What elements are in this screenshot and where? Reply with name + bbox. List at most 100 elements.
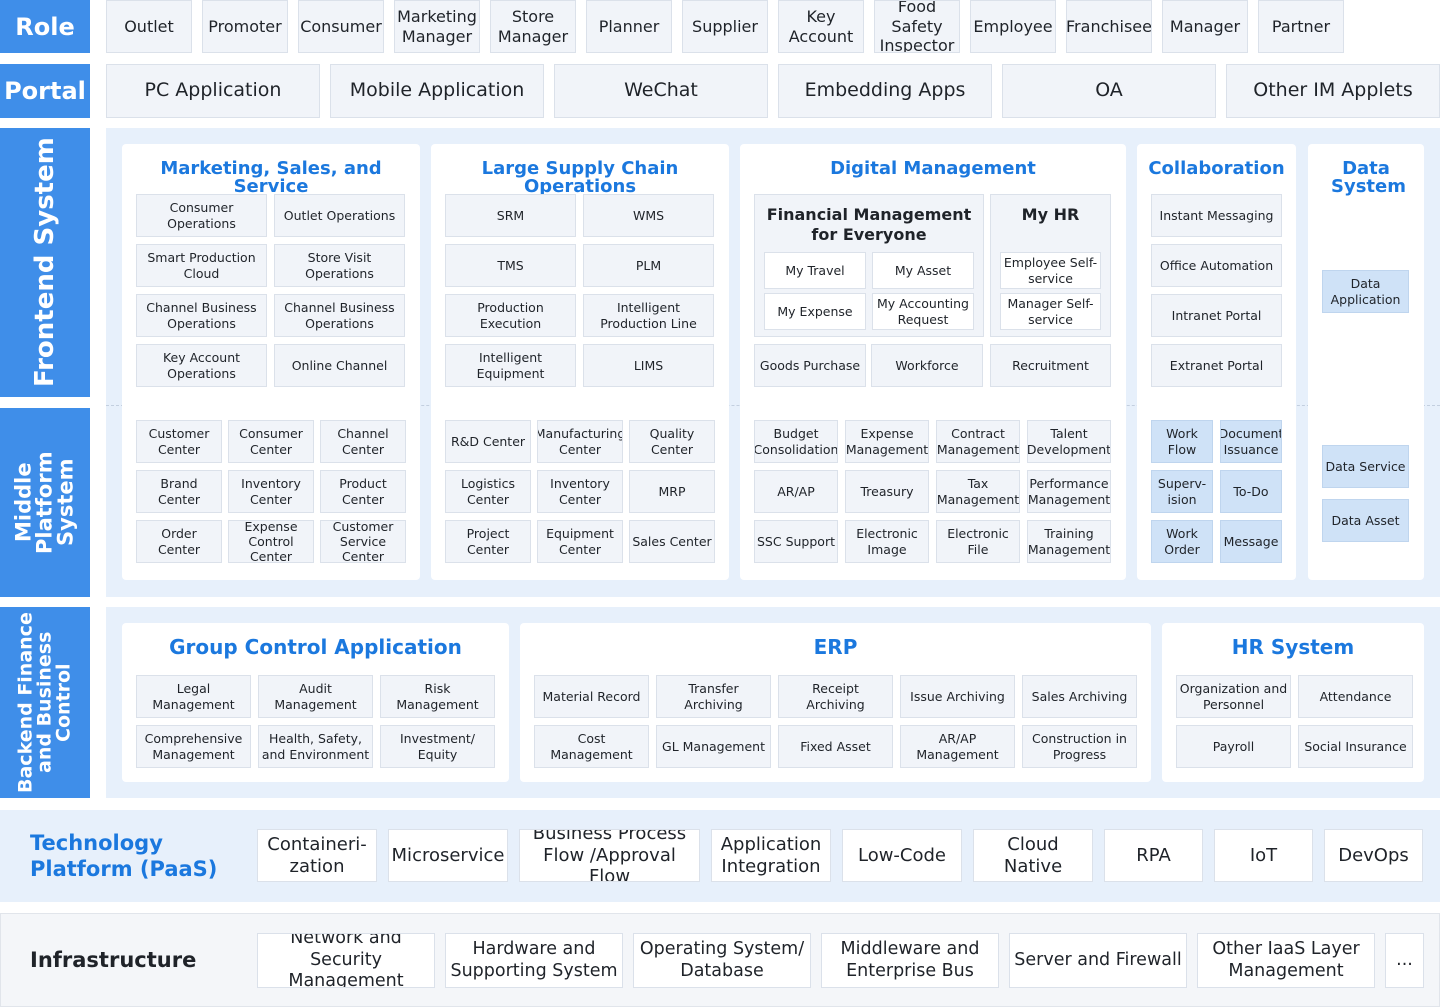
module-box: Workforce: [871, 344, 983, 387]
infra-box: Operating System/ Database: [633, 933, 811, 988]
role-box: Promoter: [202, 0, 288, 53]
tech-box: IoT: [1214, 829, 1313, 882]
module-box: Electronic File: [936, 520, 1020, 563]
module-box: To-Do: [1220, 470, 1282, 513]
tech-box: DevOps: [1324, 829, 1423, 882]
module-box: Product Center: [320, 470, 406, 513]
role-box: Employee: [970, 0, 1056, 53]
module-box: My Travel: [764, 252, 866, 289]
module-box: Outlet Operations: [274, 194, 405, 237]
tech-box: Application Integration: [711, 829, 831, 882]
module-box: Issue Archiving: [900, 675, 1015, 718]
module-box: Performance Management: [1027, 470, 1111, 513]
module-box: Customer Center: [136, 420, 222, 463]
module-box: AR/AP: [754, 470, 838, 513]
module-box: Electronic Image: [845, 520, 929, 563]
module-box: Channel Business Operations: [136, 294, 267, 337]
infra-box: ...: [1385, 933, 1424, 988]
module-box: My Asset: [872, 252, 974, 289]
module-box: Order Center: [136, 520, 222, 563]
module-box: Project Center: [445, 520, 531, 563]
module-box: Organization and Personnel: [1176, 675, 1291, 718]
module-box: Manager Self-service: [1000, 293, 1101, 330]
role-box: Outlet: [106, 0, 192, 53]
role-box: Planner: [586, 0, 672, 53]
row-title: Infrastructure: [30, 948, 197, 972]
module-box: Attendance: [1298, 675, 1413, 718]
module-box: Quality Center: [629, 420, 715, 463]
layer-label: Backend Finance and Business Control: [0, 607, 90, 798]
panel-title: Large Supply Chain Operations: [481, 158, 679, 197]
tech-box: Cloud Native: [973, 829, 1093, 882]
module-box: Consumer Operations: [136, 194, 267, 237]
module-box: Material Record: [534, 675, 649, 718]
module-box: Talent Development: [1027, 420, 1111, 463]
module-box: MRP: [629, 470, 715, 513]
module-box: Work Order: [1151, 520, 1213, 563]
module-box: My Accounting Request: [872, 293, 974, 330]
module-box: Recruitment: [990, 344, 1111, 387]
module-box: Data Asset: [1322, 499, 1409, 542]
module-box: TMS: [445, 244, 576, 287]
module-box: Training Management: [1027, 520, 1111, 563]
row-label: Role: [0, 0, 90, 53]
module-box: Customer Service Center: [320, 520, 406, 563]
module-box: Tax Management: [936, 470, 1020, 513]
module-box: Employee Self-service: [1000, 252, 1101, 289]
module-box: Equipment Center: [537, 520, 623, 563]
portal-box: Embedding Apps: [778, 64, 992, 118]
module-box: Receipt Archiving: [778, 675, 893, 718]
module-box: My Expense: [764, 293, 866, 330]
module-box: Legal Management: [136, 675, 251, 718]
role-box: Marketing Manager: [394, 0, 480, 53]
infra-box: Other IaaS Layer Management: [1197, 933, 1375, 988]
module-box: Document Issuance: [1220, 420, 1282, 463]
module-box: Data Application: [1322, 270, 1409, 313]
module-box: Investment/ Equity: [380, 725, 495, 768]
module-box: Goods Purchase: [754, 344, 866, 387]
module-box: Work Flow: [1151, 420, 1213, 463]
module-box: SSC Support: [754, 520, 838, 563]
module-box: Social Insurance: [1298, 725, 1413, 768]
sub-panel-title: My HR: [1021, 205, 1080, 224]
role-box: Key Account: [778, 0, 864, 53]
module-box: Intelligent Production Line: [583, 294, 714, 337]
module-box: Sales Center: [629, 520, 715, 563]
sub-panel-title: Financial Management for Everyone: [766, 205, 972, 244]
module-box: Logistics Center: [445, 470, 531, 513]
module-box: Inventory Center: [228, 470, 314, 513]
panel-title: Data System: [1331, 158, 1406, 197]
portal-box: WeChat: [554, 64, 768, 118]
tech-box: Low-Code: [842, 829, 962, 882]
infra-box: Network and Security Management: [257, 933, 435, 988]
module-box: Expense Management: [845, 420, 929, 463]
panel-title: Digital Management: [830, 158, 1036, 179]
module-box: Consumer Center: [228, 420, 314, 463]
module-box: SRM: [445, 194, 576, 237]
module-box: Health, Safety, and Environment: [258, 725, 373, 768]
tech-box: Business Process Flow /Approval Flow: [519, 829, 700, 882]
module-box: Audit Management: [258, 675, 373, 718]
panel-title: Group Control Application: [169, 635, 462, 659]
module-box: Manufacturing Center: [537, 420, 623, 463]
row-label: Portal: [0, 64, 90, 118]
module-box: Production Execution: [445, 294, 576, 337]
panel-title: ERP: [813, 635, 858, 659]
module-box: Smart Production Cloud: [136, 244, 267, 287]
portal-box: Mobile Application: [330, 64, 544, 118]
module-box: Budget Consolidation: [754, 420, 838, 463]
portal-box: Other IM Applets: [1226, 64, 1440, 118]
row-title: Technology Platform (PaaS): [30, 831, 218, 882]
module-box: AR/AP Management: [900, 725, 1015, 768]
module-box: R&D Center: [445, 420, 531, 463]
role-box: Supplier: [682, 0, 768, 53]
panel-title: HR System: [1231, 635, 1355, 659]
module-box: Fixed Asset: [778, 725, 893, 768]
module-box: Sales Archiving: [1022, 675, 1137, 718]
module-box: Risk Management: [380, 675, 495, 718]
panel-title: Marketing, Sales, and Service: [160, 158, 382, 197]
module-box: Channel Center: [320, 420, 406, 463]
module-box: Inventory Center: [537, 470, 623, 513]
tech-box: RPA: [1104, 829, 1203, 882]
